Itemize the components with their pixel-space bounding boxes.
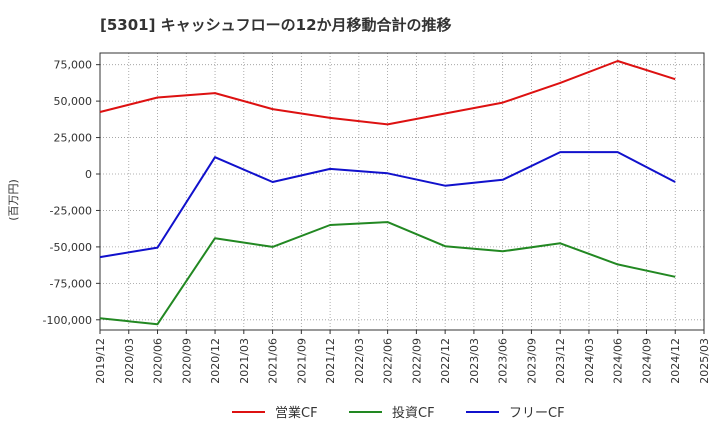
series-line-営業CF bbox=[99, 60, 676, 126]
y-tick-label: -50,000 bbox=[50, 241, 92, 254]
y-tick-label: 25,000 bbox=[54, 132, 93, 145]
plot-area bbox=[99, 52, 705, 331]
x-tick-label: 2023/03 bbox=[468, 338, 481, 384]
x-tick-label: 2020/06 bbox=[152, 338, 165, 384]
y-tick-label: -25,000 bbox=[50, 204, 92, 217]
x-tick-label: 2022/03 bbox=[353, 338, 366, 384]
y-tick-label: -100,000 bbox=[43, 314, 92, 327]
x-tick-label: 2023/09 bbox=[525, 338, 538, 384]
x-tick-label: 2021/12 bbox=[324, 338, 337, 384]
y-axis-label: (百万円) bbox=[7, 179, 20, 221]
y-tick-label: 75,000 bbox=[54, 59, 93, 72]
series-line-フリーCF bbox=[99, 151, 676, 259]
legend-label: 投資CF bbox=[392, 405, 435, 421]
series-line-投資CF bbox=[99, 221, 676, 326]
x-tick-label: 2024/03 bbox=[583, 338, 596, 384]
chart-title: [5301] キャッシュフローの12か月移動合計の推移 bbox=[100, 16, 452, 34]
legend-label: フリーCF bbox=[509, 406, 565, 421]
x-axis: 2019/12 2020/03 2020/06 2020/09 2020/12 2021/… bbox=[94, 330, 711, 384]
x-tick-label: 2019/12 bbox=[94, 338, 107, 384]
grid bbox=[99, 53, 705, 330]
x-tick-label: 2021/03 bbox=[238, 338, 251, 384]
series-layer bbox=[99, 60, 676, 326]
x-tick-label: 2020/03 bbox=[123, 338, 136, 384]
x-tick-label: 2024/09 bbox=[640, 338, 653, 384]
x-tick-label: 2024/06 bbox=[612, 338, 625, 384]
x-tick-label: 2024/12 bbox=[669, 338, 682, 384]
y-tick-label: 0 bbox=[85, 168, 92, 181]
x-tick-label: 2022/06 bbox=[382, 338, 395, 384]
x-tick-label: 2022/09 bbox=[410, 338, 423, 384]
x-tick-label: 2020/09 bbox=[180, 338, 193, 384]
legend: 営業CF 投資CF フリーCF bbox=[232, 405, 565, 421]
y-tick-label: -75,000 bbox=[50, 277, 92, 290]
x-tick-label: 2020/12 bbox=[209, 338, 222, 384]
x-tick-label: 2025/03 bbox=[698, 338, 711, 384]
x-tick-label: 2023/12 bbox=[554, 338, 567, 384]
x-tick-label: 2021/06 bbox=[267, 338, 280, 384]
x-tick-label: 2021/09 bbox=[295, 338, 308, 384]
x-tick-label: 2023/06 bbox=[497, 338, 510, 384]
legend-label: 営業CF bbox=[275, 405, 318, 421]
x-tick-label: 2022/12 bbox=[439, 338, 452, 384]
y-tick-label: 50,000 bbox=[54, 95, 93, 108]
y-axis: 75,000 50,000 25,000 0 -25,000 -50,000 -75,000… bbox=[43, 59, 100, 327]
